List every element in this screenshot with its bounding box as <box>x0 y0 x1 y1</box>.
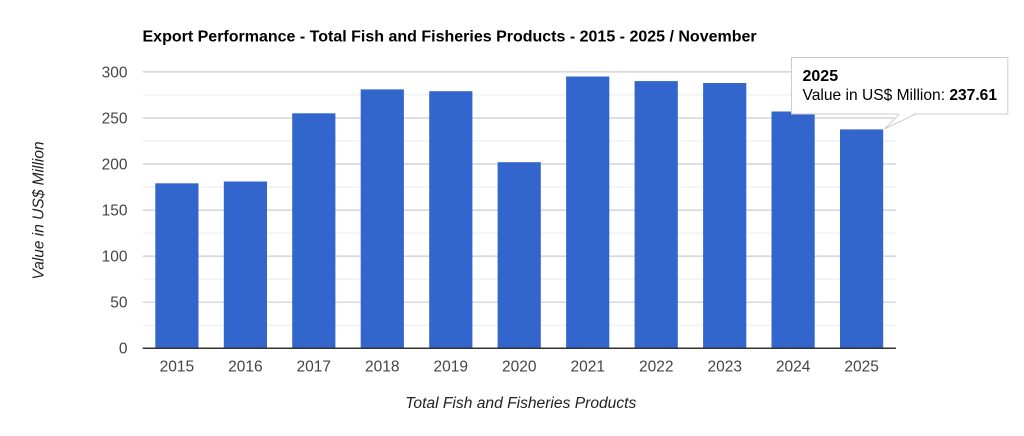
svg-text:Value in US$ Million: 237.61: Value in US$ Million: 237.61 <box>803 87 998 104</box>
svg-text:200: 200 <box>102 156 128 173</box>
svg-text:150: 150 <box>102 203 128 220</box>
svg-text:2017: 2017 <box>297 359 331 376</box>
svg-text:100: 100 <box>102 249 128 266</box>
svg-text:Total Fish and Fisheries Produ: Total Fish and Fisheries Products <box>405 395 636 412</box>
svg-text:2025: 2025 <box>844 359 878 376</box>
svg-text:Value in US$ Million: Value in US$ Million <box>31 141 48 279</box>
svg-text:0: 0 <box>119 341 128 358</box>
svg-text:2022: 2022 <box>639 359 673 376</box>
svg-text:300: 300 <box>102 64 128 81</box>
svg-text:2019: 2019 <box>434 359 468 376</box>
svg-text:250: 250 <box>102 110 128 127</box>
svg-text:2016: 2016 <box>228 359 262 376</box>
svg-text:Export Performance - Total Fis: Export Performance - Total Fish and Fish… <box>143 29 757 46</box>
svg-text:2021: 2021 <box>570 359 604 376</box>
svg-text:2025: 2025 <box>803 68 839 85</box>
svg-text:2024: 2024 <box>776 359 811 376</box>
svg-text:2015: 2015 <box>160 359 194 376</box>
svg-text:2023: 2023 <box>707 359 741 376</box>
svg-text:50: 50 <box>110 295 128 312</box>
svg-text:2020: 2020 <box>502 359 537 376</box>
svg-text:2018: 2018 <box>365 359 399 376</box>
